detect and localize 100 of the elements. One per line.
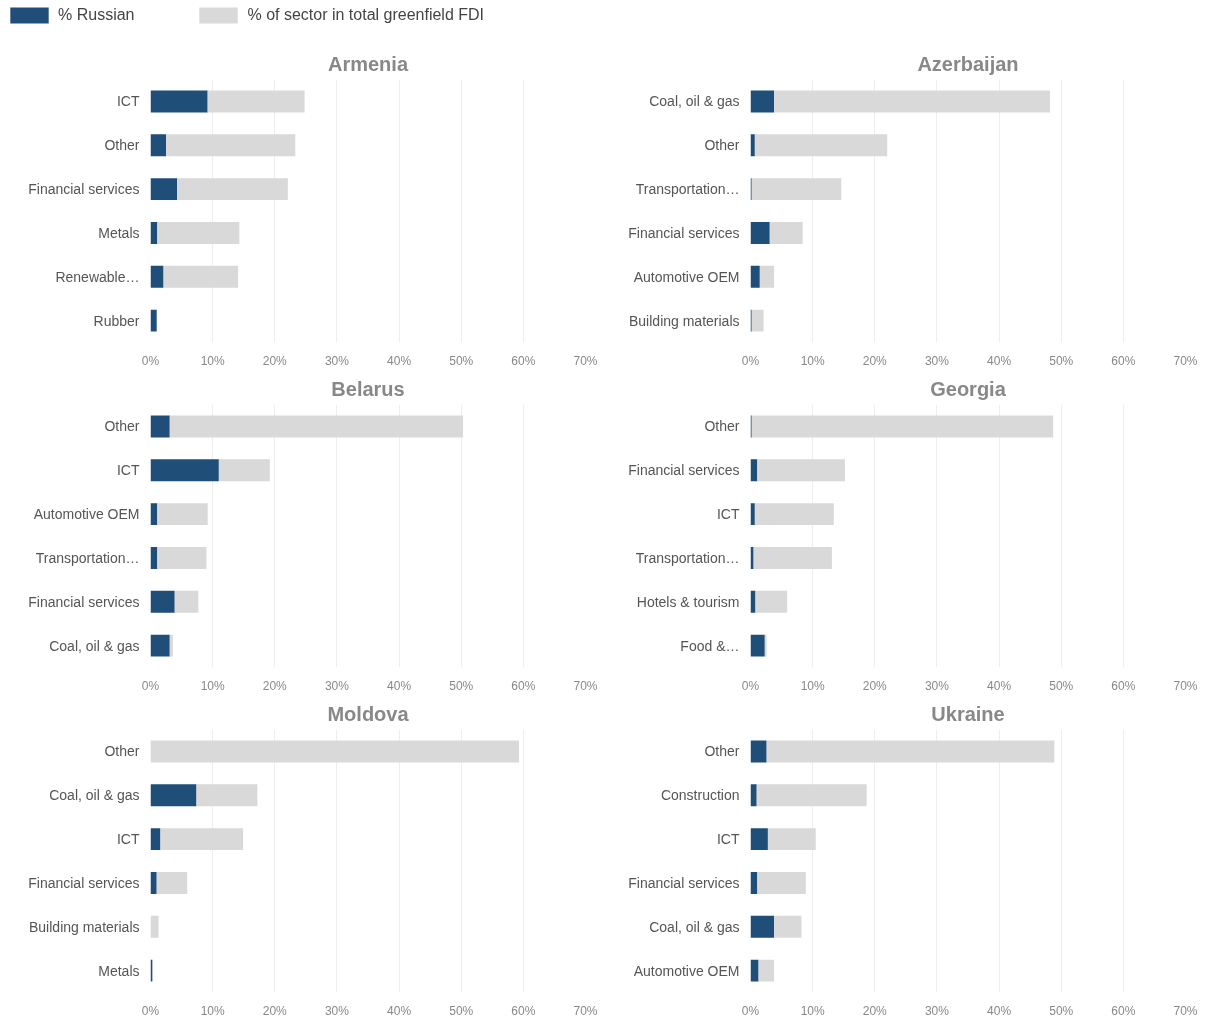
bar — [177, 178, 288, 201]
y-tick-label: Metals — [98, 224, 140, 241]
x-tick-label: 30% — [324, 353, 350, 368]
y-tick-label: Automotive OEM — [33, 506, 140, 523]
x-tick-label: 30% — [324, 1003, 350, 1018]
x-tick-label: 20% — [262, 678, 288, 693]
x-tick-label: 0% — [741, 678, 760, 693]
bar — [750, 503, 755, 526]
bar — [150, 915, 159, 938]
bar — [767, 828, 816, 851]
legend-label: % of sector in total greenfield FDI — [247, 6, 485, 24]
x-tick-label: 10% — [800, 1003, 825, 1018]
x-tick-label: 0% — [141, 1003, 160, 1018]
x-tick-label: 20% — [262, 353, 288, 368]
y-tick-label: Transportation… — [635, 549, 740, 566]
bar — [756, 784, 867, 807]
y-tick-label: Coal, oil & gas — [49, 637, 140, 654]
y-tick-label: Financial services — [28, 874, 140, 891]
bar — [150, 415, 170, 438]
x-tick-label: 50% — [449, 678, 474, 693]
bar — [174, 590, 199, 613]
x-tick-label: 20% — [862, 678, 888, 693]
x-tick-label: 70% — [573, 678, 598, 693]
bar — [207, 90, 305, 113]
bar — [150, 740, 520, 763]
bar — [751, 415, 1054, 438]
x-tick-label: 70% — [573, 353, 598, 368]
bar — [157, 503, 208, 526]
y-tick-label: Building materials — [629, 312, 740, 329]
bar — [750, 634, 765, 657]
chart-title: Georgia — [930, 377, 1007, 400]
y-tick-label: Coal, oil & gas — [649, 918, 740, 935]
bar — [758, 959, 775, 982]
y-tick-label: ICT — [116, 831, 140, 848]
bar — [774, 90, 1051, 113]
bar — [169, 634, 173, 657]
x-tick-label: 20% — [262, 1003, 288, 1018]
bar — [750, 784, 757, 807]
y-tick-label: Other — [104, 743, 140, 760]
x-tick-label: 0% — [741, 1003, 760, 1018]
y-tick-label: ICT — [716, 506, 740, 523]
chart-title: Armenia — [327, 52, 409, 75]
bar — [150, 784, 197, 807]
x-tick-label: 70% — [1173, 1003, 1198, 1018]
y-tick-label: Renewable… — [55, 268, 140, 285]
y-tick-label: Other — [104, 137, 140, 154]
bar — [750, 90, 775, 113]
bar — [766, 740, 1055, 763]
x-tick-label: 40% — [387, 678, 412, 693]
y-tick-label: Rubber — [93, 312, 140, 329]
chart-title: Ukraine — [931, 702, 1005, 725]
x-tick-label: 10% — [200, 1003, 225, 1018]
y-tick-label: Financial services — [628, 874, 740, 891]
bar — [156, 871, 188, 894]
bar — [751, 178, 842, 201]
chart-title: Azerbaijan — [917, 52, 1019, 75]
y-tick-label: Financial services — [28, 181, 140, 198]
bar — [751, 309, 764, 332]
x-tick-label: 70% — [1173, 678, 1198, 693]
y-tick-label: Automotive OEM — [633, 962, 740, 979]
x-tick-label: 40% — [987, 1003, 1012, 1018]
x-tick-label: 10% — [800, 353, 825, 368]
y-tick-label: Building materials — [29, 918, 140, 935]
x-tick-label: 60% — [511, 678, 536, 693]
x-tick-label: 60% — [1111, 678, 1136, 693]
y-tick-label: Coal, oil & gas — [649, 93, 740, 110]
bar — [150, 178, 178, 201]
y-tick-label: Other — [104, 418, 140, 435]
x-tick-label: 10% — [200, 678, 225, 693]
x-tick-label: 50% — [1049, 1003, 1074, 1018]
bar — [166, 134, 296, 157]
x-tick-label: 40% — [987, 678, 1012, 693]
x-tick-label: 10% — [200, 353, 225, 368]
bar — [150, 90, 208, 113]
bar — [754, 503, 834, 526]
x-tick-label: 60% — [511, 1003, 536, 1018]
x-tick-label: 30% — [924, 353, 950, 368]
bar — [160, 828, 244, 851]
bar — [150, 634, 170, 657]
x-tick-label: 60% — [1111, 353, 1136, 368]
legend-label: % Russian — [58, 6, 135, 24]
y-tick-label: ICT — [116, 462, 140, 479]
y-tick-label: Automotive OEM — [633, 268, 740, 285]
y-tick-label: Coal, oil & gas — [49, 787, 140, 804]
bar — [754, 134, 888, 157]
x-tick-label: 50% — [449, 1003, 474, 1018]
y-tick-label: Financial services — [628, 462, 740, 479]
bar — [150, 871, 157, 894]
y-tick-label: ICT — [716, 831, 740, 848]
x-tick-label: 70% — [573, 1003, 598, 1018]
y-tick-label: Transportation… — [635, 181, 740, 198]
y-tick-label: Financial services — [628, 224, 740, 241]
x-tick-label: 30% — [924, 678, 950, 693]
y-tick-label: Hotels & tourism — [636, 593, 740, 610]
y-tick-label: Metals — [98, 962, 140, 979]
x-tick-label: 60% — [511, 353, 536, 368]
y-tick-label: Other — [704, 743, 740, 760]
bar — [750, 828, 768, 851]
x-tick-label: 50% — [449, 353, 474, 368]
y-tick-label: Other — [704, 137, 740, 154]
